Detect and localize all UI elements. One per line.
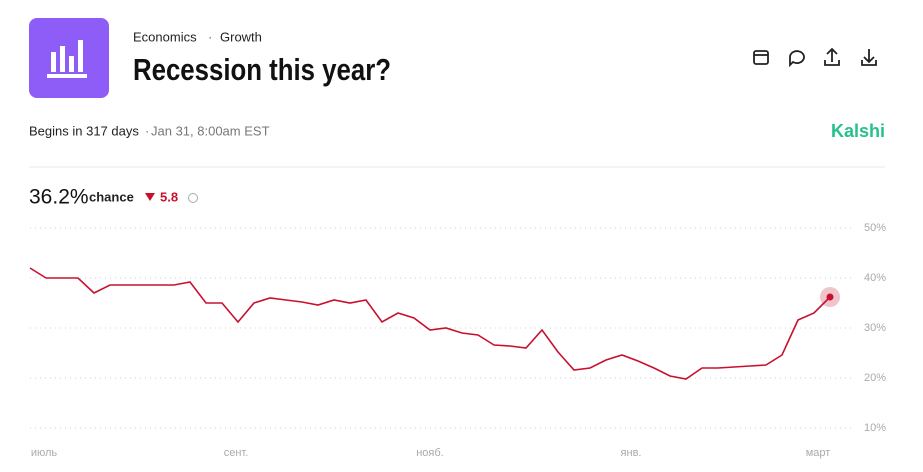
breadcrumb[interactable]: Economics [133,29,197,44]
y-tick-label: 20% [864,372,886,384]
down-arrow [145,193,155,201]
x-tick-label: март [806,447,831,459]
download-button[interactable] [861,49,877,66]
bar-glyph [47,40,87,78]
x-tick-label: нояб. [416,447,444,459]
y-tick-label: 10% [864,422,886,434]
y-tick-label: 40% [864,272,886,284]
separator: · [145,123,149,138]
comment-button[interactable] [789,50,805,68]
title: Recession this year? [133,52,391,87]
info-icon[interactable] [188,193,198,203]
calendar-button[interactable] [753,50,769,65]
change: 5.8 [160,189,178,204]
x-tick-label: янв. [621,447,642,459]
x-tick-label: сент. [224,447,249,459]
toolbar [753,47,877,68]
begins: Begins in 317 days [29,123,139,138]
breadcrumb[interactable]: Growth [220,29,262,44]
share-button[interactable] [824,47,840,66]
y-tick-label: 50% [864,222,886,234]
unit-word: chance [89,189,134,204]
last-point [826,293,834,301]
x-tick-label: июль [31,447,58,459]
brand[interactable]: Kalshi [831,121,885,141]
headline: 36.2% [29,186,89,209]
separator: · [208,29,212,44]
y-tick-label: 30% [864,322,886,334]
series-line [29,267,831,380]
date: Jan 31, 8:00am EST [151,123,270,138]
